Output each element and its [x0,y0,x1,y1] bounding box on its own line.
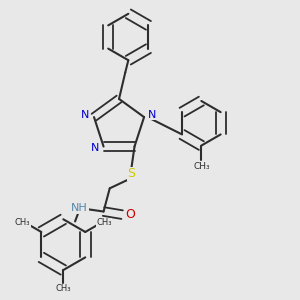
Text: CH₃: CH₃ [56,284,71,293]
Text: S: S [128,167,135,180]
Text: N: N [81,110,89,120]
Text: N: N [148,110,156,120]
Text: NH: NH [71,203,88,213]
Text: CH₃: CH₃ [96,218,112,227]
Text: CH₃: CH₃ [193,162,210,171]
Text: CH₃: CH₃ [15,218,30,227]
Text: O: O [125,208,135,221]
Text: N: N [91,143,99,153]
